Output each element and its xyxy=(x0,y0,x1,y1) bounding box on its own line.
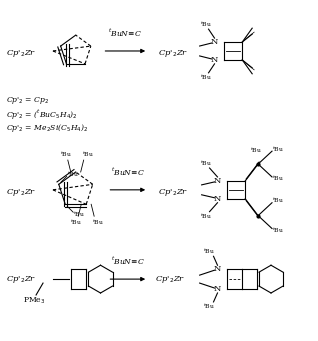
Text: $^t$Bu: $^t$Bu xyxy=(250,146,262,154)
Text: $^t$BuN≡C: $^t$BuN≡C xyxy=(108,27,142,39)
Text: Cp'$_2$ = Me$_2$Si(C$_5$H$_4$)$_2$: Cp'$_2$ = Me$_2$Si(C$_5$H$_4$)$_2$ xyxy=(6,122,89,134)
Text: N: N xyxy=(214,195,221,203)
Text: $^t$Bu: $^t$Bu xyxy=(92,218,104,226)
Text: Cp'$_2$ = ($^t$BuC$_5$H$_4$)$_2$: Cp'$_2$ = ($^t$BuC$_5$H$_4$)$_2$ xyxy=(6,107,78,122)
Text: N: N xyxy=(211,56,218,64)
Text: Cp'$_2$Zr: Cp'$_2$Zr xyxy=(6,273,37,285)
Text: N: N xyxy=(214,285,221,293)
Text: Cp'$_2$Zr: Cp'$_2$Zr xyxy=(155,273,185,285)
Text: Cp'$_2$Zr: Cp'$_2$Zr xyxy=(6,187,37,198)
Text: $^t$Bu: $^t$Bu xyxy=(199,159,212,167)
Text: $^t$Bu: $^t$Bu xyxy=(272,175,284,183)
Text: N: N xyxy=(214,177,221,185)
Text: N: N xyxy=(211,38,218,46)
Text: $^t$BuN≡C: $^t$BuN≡C xyxy=(111,255,145,267)
Text: Cp'$_2$Zr: Cp'$_2$Zr xyxy=(6,48,37,59)
Text: Cp'$_2$Zr: Cp'$_2$Zr xyxy=(158,187,188,198)
Text: $^t$Bu: $^t$Bu xyxy=(272,196,284,205)
Text: $^t$Bu: $^t$Bu xyxy=(73,210,85,219)
Text: $^t$Bu: $^t$Bu xyxy=(204,302,216,311)
Text: $^t$BuN≡C: $^t$BuN≡C xyxy=(111,165,145,178)
Text: N: N xyxy=(214,265,221,273)
Text: $^t$Bu: $^t$Bu xyxy=(200,73,213,82)
Text: Cp'$_2$Zr: Cp'$_2$Zr xyxy=(158,48,188,59)
Text: PMe$_3$: PMe$_3$ xyxy=(23,296,46,306)
Text: $^t$Bu: $^t$Bu xyxy=(60,150,72,159)
Text: $^t$Bu: $^t$Bu xyxy=(70,218,82,226)
Text: $^t$Bu: $^t$Bu xyxy=(81,150,94,159)
Text: $^t$Bu: $^t$Bu xyxy=(66,170,79,179)
Text: Cp'$_2$ = Cp$_2$: Cp'$_2$ = Cp$_2$ xyxy=(6,95,50,106)
Text: $^t$Bu: $^t$Bu xyxy=(199,212,212,221)
Text: $^t$Bu: $^t$Bu xyxy=(272,226,284,235)
Text: $^t$Bu: $^t$Bu xyxy=(272,145,284,154)
Text: $^t$Bu: $^t$Bu xyxy=(204,247,216,256)
Text: $^t$Bu: $^t$Bu xyxy=(200,20,213,29)
